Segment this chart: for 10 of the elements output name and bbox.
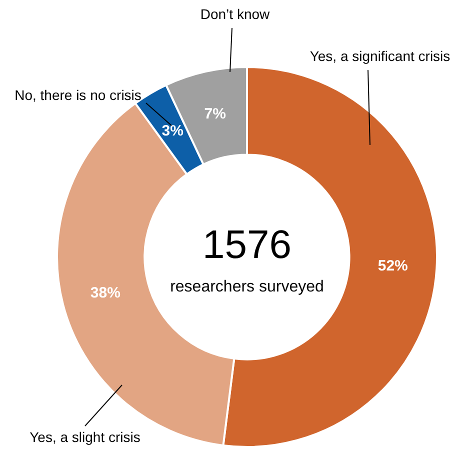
text: 1576 — [202, 223, 292, 268]
data-label: 7% — [204, 106, 226, 123]
data-label: 3% — [162, 122, 184, 140]
data-label: 38% — [90, 284, 120, 302]
slice-label: Yes, a significant crisis — [310, 48, 450, 64]
text: researchers surveyed — [170, 278, 324, 296]
slice-label: Yes, a slight crisis — [30, 428, 140, 445]
data-label: 52% — [378, 257, 408, 274]
slice-label: Don’t know — [200, 6, 271, 22]
slice-label: No, there is no crisis — [14, 86, 142, 103]
